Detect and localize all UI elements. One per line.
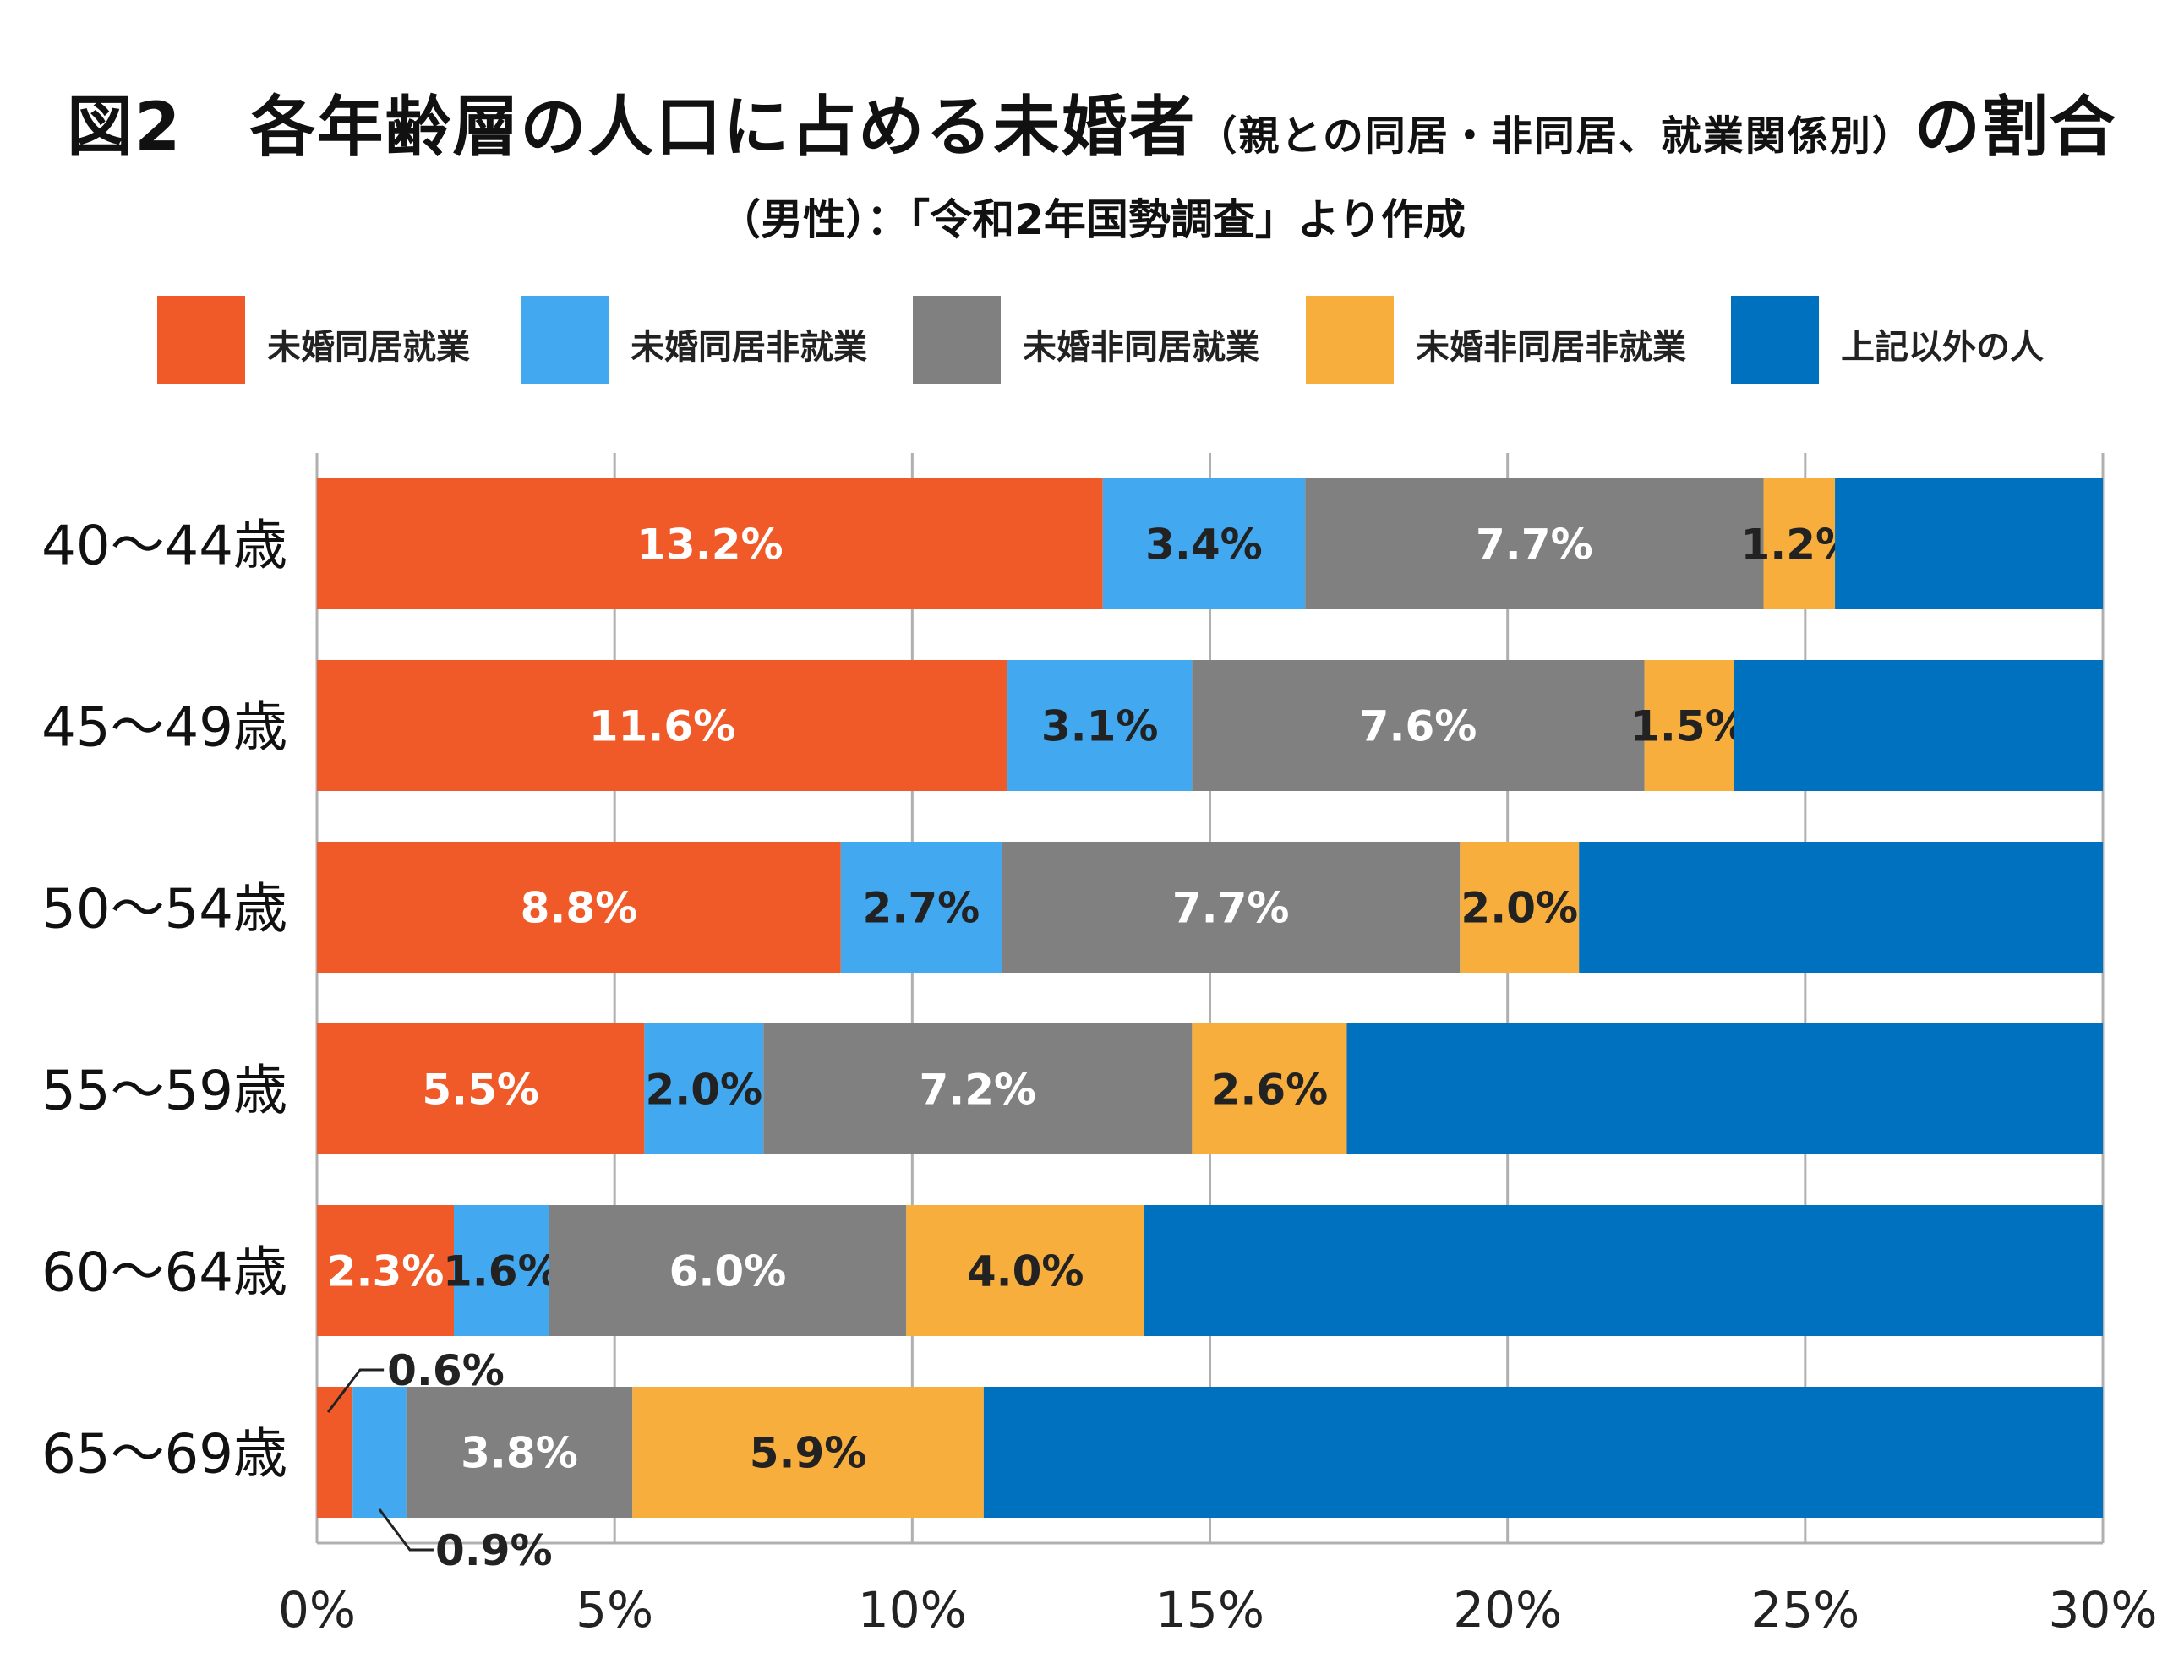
leader-line xyxy=(326,1368,385,1413)
data-label: 2.0% xyxy=(1461,884,1578,933)
bar-segment xyxy=(352,1387,407,1518)
bar-segment xyxy=(1192,660,1645,791)
bar-segment xyxy=(1460,842,1580,973)
legend: 未婚同居就業 未婚同居非就業 未婚非同居就業 未婚非同居非就業 上記以外の人 xyxy=(0,296,2184,384)
bar-segment xyxy=(1192,1023,1347,1154)
bar-segment xyxy=(1102,478,1306,609)
data-label: 8.8% xyxy=(521,884,638,933)
bar-segment xyxy=(549,1205,907,1336)
bar-segment xyxy=(763,1023,1193,1154)
x-tick-label: 0% xyxy=(278,1581,356,1639)
data-label: 2.0% xyxy=(645,1066,762,1115)
bar-segment xyxy=(317,478,1103,609)
legend-label-1: 未婚同居就業 xyxy=(267,328,470,367)
data-label: 6.0% xyxy=(669,1247,787,1296)
bar-segment xyxy=(406,1387,633,1518)
category-label: 45〜49歳 xyxy=(41,697,287,760)
data-label: 5.9% xyxy=(750,1429,867,1478)
bar-segment xyxy=(840,842,1002,973)
data-label: 3.1% xyxy=(1041,702,1159,751)
data-label: 7.7% xyxy=(1172,884,1290,933)
bar-segment xyxy=(453,1205,549,1336)
chart-title-main: 図2 各年齢層の人口に占める未婚者 xyxy=(67,90,1197,166)
bar-segment xyxy=(317,842,841,973)
legend-label-2: 未婚同居非就業 xyxy=(631,328,867,367)
data-label: 2.6% xyxy=(1211,1066,1329,1115)
bar-segment xyxy=(1144,1205,2103,1336)
data-label: 0.9% xyxy=(435,1526,553,1575)
bar-segment xyxy=(906,1205,1145,1336)
x-tick-label: 10% xyxy=(858,1581,967,1639)
bar-segment xyxy=(983,1387,2103,1518)
chart-title: 図2 各年齢層の人口に占める未婚者（親との同居・非同居、就業関係別）の割合 xyxy=(0,74,2184,169)
data-label: 4.0% xyxy=(967,1247,1084,1296)
bar-segment xyxy=(1644,660,1734,791)
bar-segment xyxy=(1305,478,1764,609)
data-label: 3.8% xyxy=(461,1429,578,1478)
data-label: 7.6% xyxy=(1360,702,1477,751)
x-tick-label: 5% xyxy=(576,1581,653,1639)
bar-segment xyxy=(1001,842,1461,973)
data-label: 7.7% xyxy=(1476,521,1593,570)
bar-segment xyxy=(1007,660,1193,791)
bar-segment xyxy=(1346,1023,2103,1154)
bar-segment xyxy=(317,1387,353,1518)
leader-line xyxy=(378,1508,434,1552)
data-label: 2.7% xyxy=(863,884,980,933)
bar-segment xyxy=(1763,478,1836,609)
data-label: 11.6% xyxy=(589,702,735,751)
category-label: 50〜54歳 xyxy=(41,879,287,941)
legend-label-4: 未婚非同居非就業 xyxy=(1416,328,1686,367)
x-tick-label: 30% xyxy=(2049,1581,2158,1639)
x-tick-label: 20% xyxy=(1453,1581,1562,1639)
data-label: 1.5% xyxy=(1630,702,1748,751)
chart-title-tail: の割合 xyxy=(1914,90,2117,166)
chart-title-paren: （親との同居・非同居、就業関係別） xyxy=(1196,112,1914,160)
data-label: 1.6% xyxy=(443,1247,560,1296)
category-label: 55〜59歳 xyxy=(41,1061,287,1123)
x-tick-label: 15% xyxy=(1155,1581,1264,1639)
data-label: 13.2% xyxy=(636,521,783,570)
data-label: 7.2% xyxy=(919,1066,1036,1115)
x-tick-label: 25% xyxy=(1750,1581,1859,1639)
category-label: 40〜44歳 xyxy=(41,515,287,578)
bar-segment xyxy=(1734,660,2103,791)
bar-segment xyxy=(317,1205,454,1336)
legend-swatch-4 xyxy=(1306,296,1394,384)
data-label: 5.5% xyxy=(422,1066,539,1115)
category-label: 60〜64歳 xyxy=(41,1242,287,1305)
legend-swatch-5 xyxy=(1731,296,1819,384)
bar-segment xyxy=(1579,842,2103,973)
bar-segment xyxy=(632,1387,984,1518)
category-label: 65〜69歳 xyxy=(41,1424,287,1486)
chart-subtitle: （男性）：「令和2年国勢調査」より作成 xyxy=(718,195,1466,244)
legend-swatch-3 xyxy=(913,296,1001,384)
bar-segment xyxy=(317,1023,645,1154)
legend-label-5: 上記以外の人 xyxy=(1841,328,2044,367)
data-label: 2.3% xyxy=(327,1247,445,1296)
bar-segment xyxy=(1835,478,2103,609)
data-label: 3.4% xyxy=(1145,521,1263,570)
legend-label-3: 未婚非同居就業 xyxy=(1023,328,1259,367)
bar-segment xyxy=(317,660,1008,791)
bar-segment xyxy=(644,1023,764,1154)
legend-swatch-2 xyxy=(521,296,609,384)
legend-swatch-1 xyxy=(157,296,245,384)
